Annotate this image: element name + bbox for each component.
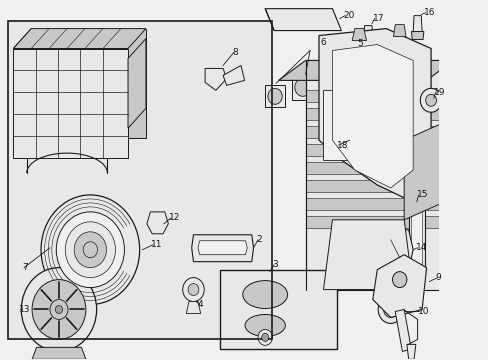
Text: 17: 17	[372, 14, 384, 23]
Circle shape	[294, 78, 310, 96]
Text: 18: 18	[336, 141, 348, 150]
Polygon shape	[323, 90, 394, 160]
Polygon shape	[13, 28, 145, 49]
Polygon shape	[349, 130, 360, 150]
Polygon shape	[305, 108, 452, 120]
Polygon shape	[305, 90, 452, 102]
Polygon shape	[323, 220, 412, 289]
Text: 10: 10	[417, 307, 428, 316]
Text: 19: 19	[433, 88, 445, 97]
Polygon shape	[410, 32, 423, 40]
Polygon shape	[439, 240, 475, 359]
Ellipse shape	[244, 315, 285, 336]
Circle shape	[65, 222, 115, 278]
Text: 6: 6	[319, 37, 325, 46]
Text: 2: 2	[256, 235, 262, 244]
Circle shape	[377, 296, 403, 323]
Text: 9: 9	[435, 273, 440, 282]
Circle shape	[183, 278, 204, 302]
Polygon shape	[346, 150, 362, 158]
Bar	[410, 204, 421, 266]
Bar	[8, 21, 272, 339]
Polygon shape	[31, 28, 145, 138]
Polygon shape	[372, 230, 412, 270]
Circle shape	[267, 88, 282, 104]
Circle shape	[32, 280, 86, 339]
Polygon shape	[404, 120, 448, 220]
Circle shape	[425, 94, 436, 106]
Circle shape	[261, 333, 268, 341]
Polygon shape	[305, 144, 452, 156]
Polygon shape	[305, 60, 452, 289]
Text: 7: 7	[22, 263, 28, 272]
Polygon shape	[264, 9, 341, 31]
Polygon shape	[305, 126, 452, 138]
Polygon shape	[444, 260, 470, 339]
Polygon shape	[351, 28, 366, 41]
Polygon shape	[32, 347, 86, 359]
Polygon shape	[305, 198, 452, 210]
Polygon shape	[264, 85, 285, 107]
Text: 15: 15	[416, 190, 427, 199]
Polygon shape	[305, 216, 452, 228]
Text: 20: 20	[343, 11, 354, 20]
Ellipse shape	[243, 280, 287, 309]
Text: 16: 16	[423, 8, 434, 17]
Polygon shape	[361, 44, 375, 50]
Circle shape	[188, 284, 199, 296]
Polygon shape	[412, 15, 421, 32]
Text: 12: 12	[169, 213, 180, 222]
Circle shape	[392, 272, 406, 288]
Polygon shape	[128, 39, 145, 128]
Polygon shape	[191, 235, 253, 262]
Bar	[408, 200, 424, 270]
Polygon shape	[198, 241, 247, 255]
Polygon shape	[372, 255, 426, 318]
Text: 11: 11	[151, 240, 163, 249]
Polygon shape	[223, 66, 244, 85]
Polygon shape	[291, 75, 314, 100]
Polygon shape	[146, 212, 168, 234]
Polygon shape	[362, 26, 373, 44]
Polygon shape	[394, 310, 410, 351]
Circle shape	[55, 306, 62, 314]
Polygon shape	[305, 162, 452, 174]
Circle shape	[74, 232, 106, 268]
Circle shape	[41, 195, 140, 305]
Bar	[8, 21, 272, 339]
Circle shape	[383, 302, 397, 318]
Polygon shape	[332, 45, 412, 188]
Polygon shape	[204, 68, 226, 90]
Polygon shape	[393, 24, 405, 37]
Polygon shape	[278, 60, 452, 80]
Polygon shape	[406, 345, 415, 359]
Text: 4: 4	[198, 300, 203, 309]
Circle shape	[56, 212, 124, 288]
Circle shape	[21, 268, 97, 351]
Polygon shape	[305, 180, 452, 192]
Text: 5: 5	[357, 39, 363, 48]
Circle shape	[258, 329, 272, 345]
Polygon shape	[186, 302, 200, 314]
Text: 13: 13	[19, 305, 30, 314]
Text: 14: 14	[415, 243, 427, 252]
Polygon shape	[13, 49, 128, 158]
Text: 3: 3	[272, 260, 278, 269]
Bar	[220, 270, 336, 349]
Polygon shape	[318, 28, 430, 200]
Circle shape	[83, 242, 97, 258]
Circle shape	[420, 88, 441, 112]
Circle shape	[50, 300, 68, 319]
Text: 8: 8	[231, 48, 237, 57]
